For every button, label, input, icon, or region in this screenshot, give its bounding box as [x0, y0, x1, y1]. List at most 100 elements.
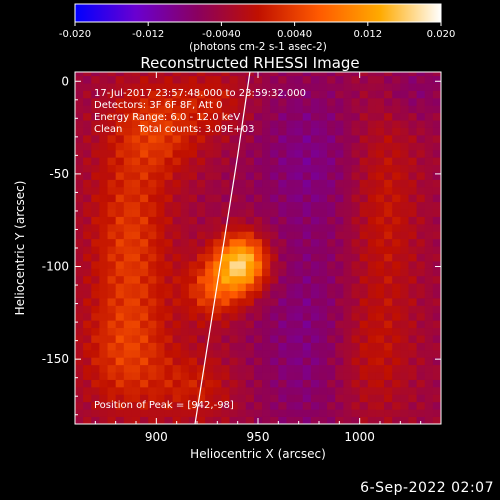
heatmap-cell	[75, 253, 84, 262]
peak-position-label: Position of Peak = [942,-98]	[94, 400, 234, 411]
heatmap-cell	[91, 72, 100, 77]
heatmap-cell	[384, 72, 393, 77]
heatmap-cell	[99, 386, 108, 395]
heatmap-cell	[221, 75, 230, 84]
heatmap-cell	[75, 97, 84, 106]
heatmap-cell	[335, 320, 344, 329]
heatmap-cell	[156, 201, 165, 210]
heatmap-cell	[75, 275, 84, 284]
heatmap-cell	[197, 312, 206, 321]
heatmap-cell	[392, 172, 401, 180]
heatmap-cell	[408, 379, 417, 388]
heatmap-cell	[408, 372, 417, 380]
y-tick-label: -150	[42, 352, 69, 366]
heatmap-cell	[424, 179, 434, 188]
heatmap-cell	[221, 216, 230, 225]
heatmap-cell	[286, 90, 295, 99]
heatmap-cell	[188, 112, 198, 121]
heatmap-cell	[91, 134, 100, 143]
heatmap-cell	[302, 105, 312, 114]
heatmap-cell	[253, 223, 263, 232]
heatmap-cell	[213, 312, 222, 321]
heatmap-cell	[140, 157, 149, 166]
heatmap-cell	[262, 149, 271, 158]
heatmap-cell	[384, 364, 393, 373]
heatmap-cell	[245, 157, 255, 166]
heatmap-cell	[278, 275, 287, 284]
heatmap-cell	[237, 194, 247, 203]
heatmap-cell	[392, 401, 401, 410]
heatmap-cell	[237, 90, 247, 99]
heatmap-cell	[83, 253, 92, 262]
heatmap-cell	[351, 379, 361, 388]
heatmap-cell	[327, 349, 336, 358]
heatmap-cell	[335, 372, 344, 380]
heatmap-cell	[302, 120, 312, 128]
heatmap-cell	[416, 172, 426, 180]
heatmap-cell	[107, 164, 117, 173]
heatmap-cell	[302, 90, 312, 99]
heatmap-cell	[302, 194, 312, 203]
heatmap-cell	[99, 327, 108, 336]
heatmap-cell	[302, 149, 312, 158]
heatmap-cell	[319, 142, 328, 151]
heatmap-cell	[351, 172, 361, 180]
heatmap-cell	[205, 223, 214, 232]
heatmap-cell	[343, 72, 352, 77]
heatmap-cell	[359, 216, 369, 225]
heatmap-cell	[156, 72, 165, 77]
heatmap-cell	[375, 379, 385, 388]
heatmap-cell	[286, 216, 295, 225]
heatmap-cell	[375, 349, 385, 358]
heatmap-cell	[213, 127, 222, 136]
heatmap-cell	[107, 283, 117, 292]
heatmap-cell	[367, 401, 377, 410]
heatmap-cell	[384, 416, 393, 424]
heatmap-cell	[351, 409, 361, 417]
heatmap-cell	[294, 172, 304, 180]
heatmap-cell	[262, 335, 271, 343]
heatmap-cell	[392, 149, 401, 158]
heatmap-cell	[253, 142, 263, 151]
heatmap-cell	[424, 379, 434, 388]
heatmap-cell	[180, 386, 190, 395]
heatmap-cell	[253, 186, 263, 195]
heatmap-cell	[424, 157, 434, 166]
heatmap-cell	[91, 142, 100, 151]
heatmap-cell	[327, 268, 336, 277]
heatmap-cell	[188, 75, 198, 84]
heatmap-cell	[172, 357, 182, 366]
heatmap-cell	[213, 201, 222, 210]
heatmap-cell	[83, 386, 92, 395]
heatmap-cell	[424, 268, 434, 277]
heatmap-cell	[123, 238, 133, 247]
heatmap-cell	[123, 97, 133, 106]
heatmap-cell	[140, 349, 149, 358]
heatmap-cell	[367, 290, 377, 299]
heatmap-cell	[148, 120, 157, 128]
heatmap-cell	[197, 142, 206, 151]
heatmap-cell	[416, 134, 426, 143]
heatmap-cell	[319, 335, 328, 343]
heatmap-cell	[164, 327, 173, 336]
heatmap-cell	[115, 105, 125, 114]
heatmap-cell	[205, 231, 214, 240]
heatmap-cell	[188, 172, 198, 180]
heatmap-cell	[400, 149, 409, 158]
heatmap-cell	[392, 223, 401, 232]
heatmap-cell	[278, 260, 287, 269]
heatmap-cell	[424, 394, 434, 403]
heatmap-cell	[229, 90, 239, 99]
heatmap-cell	[400, 72, 409, 77]
heatmap-cell	[245, 275, 255, 284]
heatmap-cell	[392, 142, 401, 151]
heatmap-cell	[400, 320, 409, 329]
heatmap-cell	[375, 179, 385, 188]
heatmap-cell	[359, 172, 369, 180]
heatmap-cell	[205, 216, 214, 225]
heatmap-cell	[188, 253, 198, 262]
heatmap-cell	[245, 142, 255, 151]
heatmap-cell	[400, 305, 409, 314]
heatmap-cell	[221, 134, 230, 143]
heatmap-cell	[131, 312, 141, 321]
